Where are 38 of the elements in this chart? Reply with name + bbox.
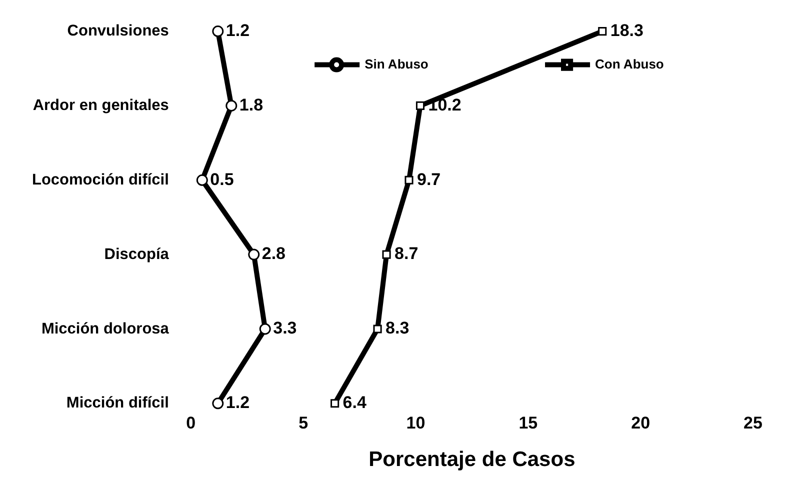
legend-label: Sin Abuso (364, 56, 428, 72)
point (416, 101, 425, 110)
point (212, 26, 224, 38)
point (226, 100, 238, 112)
x-axis-title: Porcentaje de Casos (368, 448, 576, 472)
point (382, 250, 391, 259)
x-tick-label: 25 (744, 413, 762, 432)
x-tick-label: 0 (186, 413, 196, 432)
y-tick-label: Micción dolorosa (41, 320, 170, 338)
point (373, 324, 382, 334)
x-tick-label: 20 (631, 413, 650, 432)
y-tick-label: Ardor en genitales (32, 97, 169, 114)
data-label: 2.8 (262, 244, 286, 264)
point (212, 398, 224, 410)
point (598, 27, 607, 36)
data-label: 6.4 (342, 393, 367, 412)
data-label: 1.2 (226, 393, 250, 412)
point (196, 174, 208, 186)
data-label: 9.7 (417, 170, 441, 189)
x-tick-label: 5 (298, 413, 308, 432)
data-label: 0.5 (210, 170, 234, 189)
y-tick-label: Discopía (104, 246, 170, 263)
y-tick-label: Convulsiones (67, 22, 169, 40)
data-label: 18.3 (610, 20, 644, 40)
x-tick-label: 10 (406, 413, 426, 432)
point (330, 399, 340, 408)
legend-label: Con Abuso (595, 56, 664, 72)
point (259, 323, 271, 335)
y-tick-label: Locomoción difícil (32, 171, 169, 188)
data-label: 1.2 (226, 20, 250, 40)
data-label: 1.8 (239, 95, 264, 114)
data-label: 8.7 (394, 244, 418, 264)
data-label: 3.3 (273, 318, 297, 338)
x-tick-label: 15 (518, 413, 538, 432)
data-label: 8.3 (386, 318, 410, 338)
point (404, 176, 414, 184)
y-tick-label: Micción difícil (66, 394, 169, 412)
point (248, 248, 260, 260)
